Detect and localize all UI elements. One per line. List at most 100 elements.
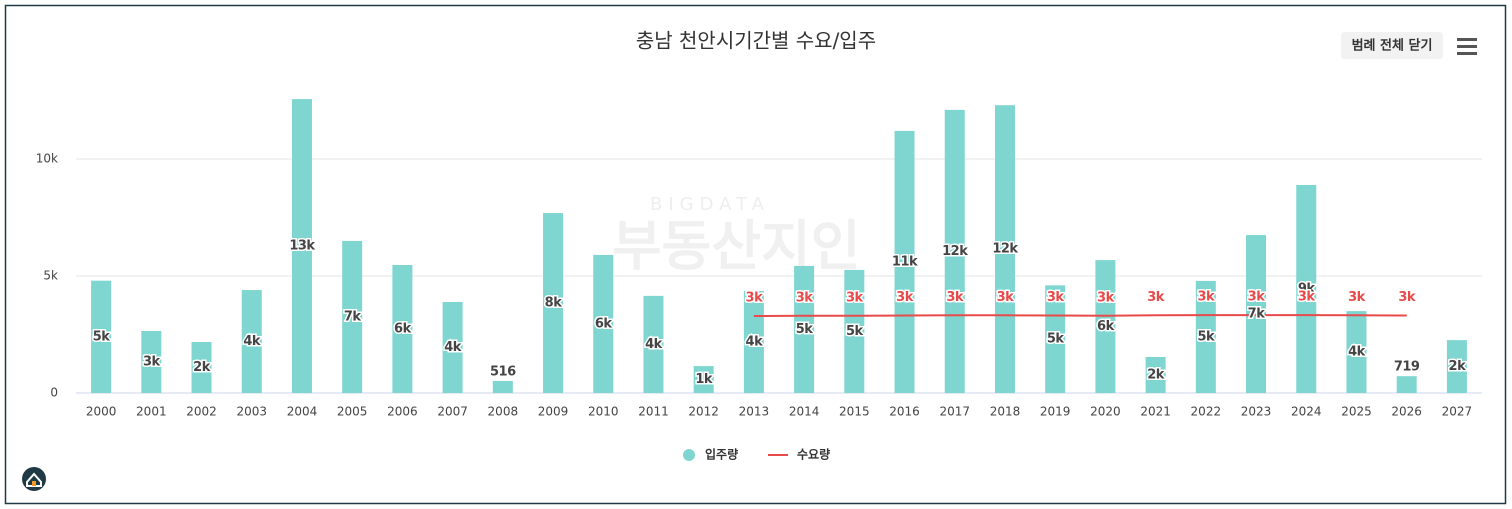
x-tick-label: 2000 (86, 405, 117, 419)
data-label: 3k (846, 290, 864, 305)
bar (894, 130, 915, 394)
data-label: 2k (1449, 359, 1467, 374)
bar (1045, 285, 1066, 393)
data-label: 5k (1197, 329, 1215, 344)
x-tick-label: 2002 (186, 405, 217, 419)
x-tick-label: 2017 (939, 405, 970, 419)
bar (141, 330, 162, 393)
data-label: 9k (1298, 281, 1316, 296)
bar (643, 295, 664, 393)
line (753, 314, 1407, 318)
data-label: 6k (595, 316, 613, 331)
data-label: 3k (1147, 290, 1165, 305)
bar (593, 254, 614, 393)
data-label: 5k (93, 329, 111, 344)
x-tick-label: 2016 (889, 405, 920, 419)
x-tick-label: 2003 (236, 405, 267, 419)
x-tick-label: 2004 (287, 405, 318, 419)
x-tick-label: 2013 (739, 405, 770, 419)
bar (1246, 235, 1267, 393)
legend-label: 수요량 (797, 448, 830, 462)
data-label: 4k (444, 340, 462, 355)
data-label: 3k (746, 291, 764, 306)
x-tick-label: 2008 (488, 405, 519, 419)
bar (91, 280, 112, 393)
bar (693, 366, 714, 393)
data-label: 719 (1394, 360, 1420, 375)
data-label: 3k (143, 354, 161, 369)
bar (492, 380, 513, 393)
watermark: BIGDATA (650, 194, 770, 215)
x-tick-label: 2005 (337, 405, 368, 419)
legend-label: 입주량 (705, 448, 738, 462)
watermark: 부동산지인 (612, 215, 860, 278)
data-label: 4k (645, 337, 663, 352)
bar (442, 301, 463, 393)
data-label: 13k (289, 239, 315, 254)
x-tick-label: 2015 (839, 405, 870, 419)
bar (342, 240, 363, 393)
data-label: 12k (942, 244, 968, 259)
x-tick-label: 2014 (789, 405, 820, 419)
bar (794, 265, 815, 393)
x-tick-label: 2012 (688, 405, 719, 419)
bar (241, 290, 262, 393)
data-label: 11k (892, 254, 918, 269)
data-label: 2k (1147, 367, 1165, 382)
data-label: 1k (695, 372, 713, 387)
data-label: 7k (344, 309, 362, 324)
bar (543, 213, 564, 393)
x-tick-label: 2018 (990, 405, 1021, 419)
legend-toggle-label[interactable]: 범례 전체 닫기 (1352, 38, 1433, 54)
x-tick-label: 2009 (538, 405, 569, 419)
x-tick-label: 2011 (638, 405, 669, 419)
x-tick-label: 2026 (1391, 405, 1422, 419)
bar (1396, 376, 1417, 393)
data-label: 3k (796, 290, 814, 305)
x-tick-label: 2022 (1191, 405, 1222, 419)
data-label: 3k (1398, 290, 1416, 305)
bar (392, 265, 413, 393)
data-label: 4k (1348, 345, 1366, 360)
x-tick-label: 2007 (437, 405, 468, 419)
data-label: 3k (896, 290, 914, 305)
x-tick-label: 2021 (1140, 405, 1171, 419)
data-label: 7k (1248, 307, 1266, 322)
x-tick-label: 2023 (1241, 405, 1272, 419)
x-tick-label: 2027 (1442, 405, 1473, 419)
y-tick-label: 0 (50, 386, 58, 400)
data-label: 4k (243, 334, 261, 349)
bar (1145, 356, 1166, 393)
x-tick-label: 2019 (1040, 405, 1071, 419)
bar (1446, 340, 1467, 393)
chart-title: 충남 천안시기간별 수요/입주 (636, 29, 876, 53)
bar (994, 105, 1015, 394)
data-label: 5k (796, 322, 814, 337)
y-tick-label: 10k (36, 152, 58, 166)
legend-toggle-button[interactable] (1341, 32, 1443, 59)
data-label: 3k (1348, 290, 1366, 305)
y-tick-label: 5k (43, 269, 58, 283)
bar (191, 341, 212, 393)
x-tick-label: 2006 (387, 405, 418, 419)
logo (22, 467, 46, 491)
x-tick-label: 2020 (1090, 405, 1121, 419)
data-label: 6k (1097, 319, 1115, 334)
data-label: 3k (1298, 290, 1316, 305)
data-label: 8k (545, 296, 563, 311)
data-label: 3k (1097, 290, 1115, 305)
data-label: 5k (846, 324, 864, 339)
menu-icon[interactable] (1457, 38, 1477, 55)
data-label: 4k (746, 334, 764, 349)
bar (1095, 260, 1116, 393)
bar (291, 99, 312, 393)
data-label: 2k (193, 360, 211, 375)
data-label: 6k (394, 322, 412, 337)
data-label: 3k (946, 290, 964, 305)
data-label: 516 (490, 364, 516, 379)
x-tick-label: 2024 (1291, 405, 1322, 419)
data-label: 3k (997, 290, 1015, 305)
bar (1296, 184, 1317, 393)
bar (1195, 280, 1216, 393)
